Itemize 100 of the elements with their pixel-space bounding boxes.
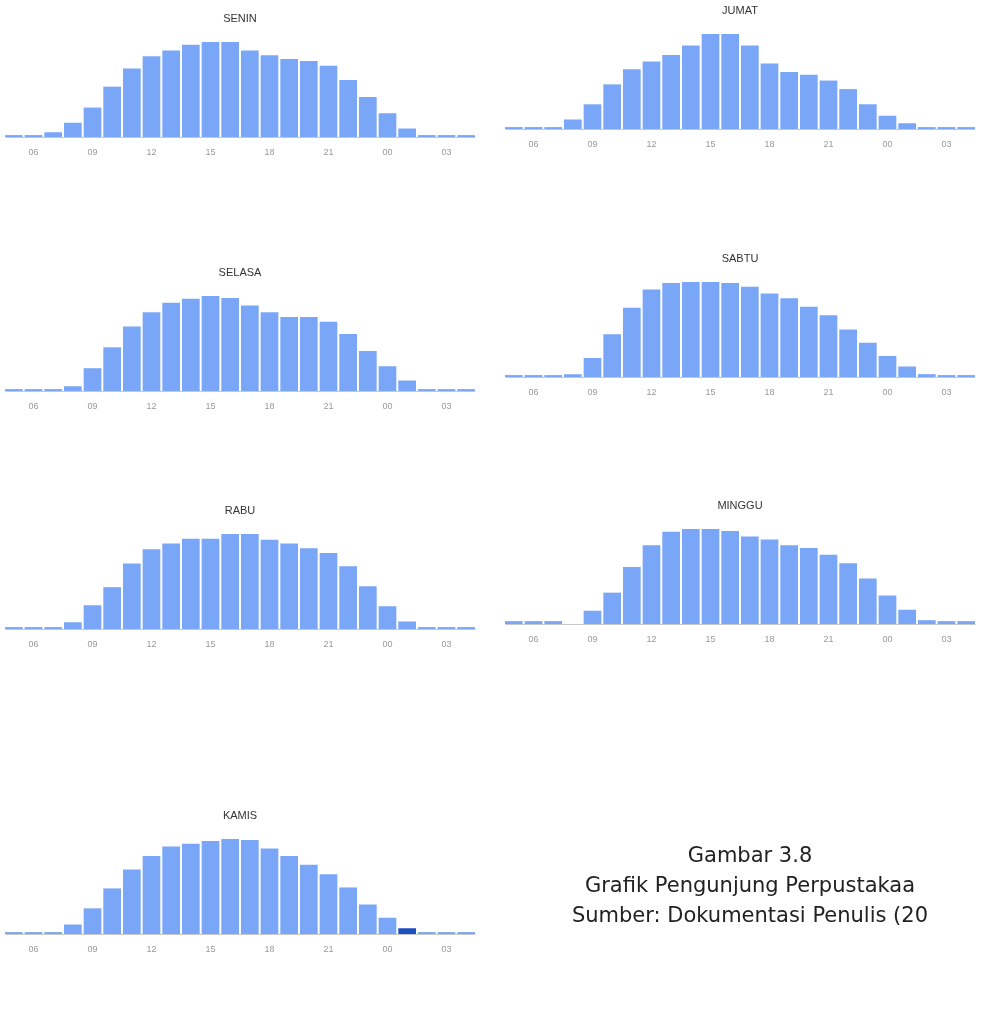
bar	[662, 531, 681, 624]
x-tick-label: 09	[587, 386, 598, 397]
bar	[740, 536, 759, 624]
bar	[378, 366, 397, 391]
bar	[740, 286, 759, 377]
bar	[64, 386, 82, 391]
bar	[819, 315, 838, 377]
bar	[162, 846, 181, 934]
bar	[662, 282, 681, 377]
bar	[83, 605, 102, 629]
bar	[319, 874, 338, 934]
bar	[799, 548, 818, 624]
x-tick-label: 00	[882, 386, 893, 397]
bar	[103, 86, 122, 137]
x-tick-label: 21	[823, 138, 834, 149]
bar	[957, 621, 975, 624]
bar	[917, 374, 936, 377]
bar	[603, 592, 622, 624]
bar	[780, 545, 799, 624]
bar	[398, 928, 416, 934]
bar	[839, 329, 858, 377]
bar	[260, 55, 279, 137]
bar	[358, 351, 377, 391]
x-tick-label: 06	[528, 633, 539, 644]
bar	[280, 59, 299, 137]
chart-title: JUMAT	[722, 4, 759, 16]
bar	[319, 553, 338, 629]
bar	[583, 610, 602, 624]
bar	[858, 342, 877, 377]
bar	[721, 34, 740, 129]
bar	[681, 529, 700, 624]
bar	[181, 843, 200, 934]
bar	[260, 848, 279, 934]
bar	[583, 358, 602, 377]
bar	[799, 74, 818, 129]
bar	[937, 621, 956, 624]
x-tick-label: 12	[646, 138, 657, 149]
x-tick-label: 00	[882, 633, 893, 644]
x-tick-label: 03	[441, 943, 452, 954]
bar	[819, 80, 838, 129]
bar	[339, 80, 358, 137]
bar	[564, 119, 582, 129]
bar	[701, 34, 720, 129]
bar	[201, 296, 220, 391]
bar	[280, 543, 299, 629]
x-tick-label: 09	[87, 146, 98, 157]
x-tick-label: 12	[146, 400, 157, 411]
bar	[681, 282, 700, 377]
bar	[701, 282, 720, 377]
text: Grafik Pengunjung Perpustakaa	[583, 872, 917, 899]
bar	[299, 316, 318, 391]
x-tick-label: 18	[264, 400, 275, 411]
bar	[878, 115, 897, 129]
bar	[358, 586, 377, 629]
bar	[83, 368, 102, 391]
bar	[240, 534, 259, 629]
bar	[898, 609, 916, 624]
bar	[819, 554, 838, 624]
chart-title: SENIN	[223, 12, 257, 24]
bar	[603, 84, 622, 129]
bar	[378, 606, 397, 629]
bar	[721, 282, 740, 377]
bar	[181, 44, 200, 137]
bar	[564, 374, 582, 377]
bar	[142, 56, 161, 137]
x-tick-label: 15	[205, 638, 216, 649]
bar	[201, 840, 220, 934]
bar	[505, 621, 523, 624]
bar	[181, 298, 200, 391]
bar	[622, 567, 641, 624]
bar	[64, 622, 82, 629]
bar	[760, 63, 779, 129]
bar	[398, 380, 416, 391]
bar	[839, 89, 858, 129]
bar	[603, 334, 622, 377]
bar	[760, 539, 779, 624]
bar	[642, 545, 661, 624]
x-tick-label: 06	[528, 386, 539, 397]
bar	[780, 298, 799, 377]
bar	[319, 321, 338, 391]
bar	[103, 347, 122, 391]
bar	[162, 543, 181, 629]
bar	[858, 578, 877, 624]
bar	[622, 307, 641, 377]
bar	[721, 530, 740, 624]
bar	[142, 312, 161, 391]
bar	[544, 621, 563, 624]
bar	[299, 864, 318, 934]
x-tick-label: 03	[441, 400, 452, 411]
bar	[260, 312, 279, 391]
chart-title: MINGGU	[717, 499, 763, 511]
bar	[280, 856, 299, 934]
x-tick-label: 18	[764, 138, 775, 149]
x-tick-label: 18	[264, 146, 275, 157]
x-tick-label: 15	[705, 633, 716, 644]
x-tick-label: 09	[87, 638, 98, 649]
x-tick-label: 21	[323, 943, 334, 954]
x-tick-label: 00	[382, 400, 393, 411]
chart-title: RABU	[224, 504, 256, 516]
bar	[122, 326, 141, 391]
